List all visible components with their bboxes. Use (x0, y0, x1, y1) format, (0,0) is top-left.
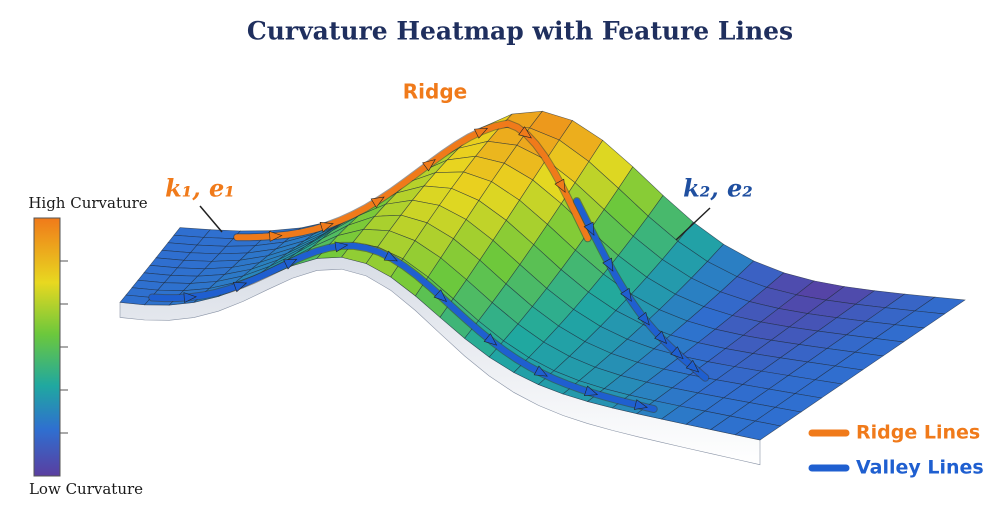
direction-arrow (602, 257, 614, 272)
pointer (675, 207, 711, 241)
direction-arrow (637, 311, 650, 326)
pointer (199, 205, 223, 233)
colorbar (33, 217, 61, 477)
direction-arrow (370, 196, 385, 209)
direction-arrow (473, 127, 489, 139)
direction-arrow (670, 346, 684, 360)
direction-arrow (269, 230, 283, 242)
direction-arrow (283, 258, 298, 270)
colorbar-ticks (60, 260, 68, 434)
direction-arrow (654, 330, 668, 345)
direction-arrow (319, 221, 334, 233)
feature-lines (148, 119, 710, 413)
direction-arrow (633, 399, 648, 410)
direction-arrow (583, 385, 599, 397)
direction-arrow (583, 221, 595, 236)
surface (119, 110, 966, 466)
ridge-label: Ridge (403, 80, 467, 104)
direction-arrow (334, 241, 349, 253)
direction-arrow (233, 281, 248, 293)
direction-arrow (620, 287, 632, 302)
k1-e1-label: k₁, e₁ (165, 174, 235, 203)
direction-arrow (554, 178, 566, 193)
direction-arrow (383, 250, 398, 262)
colorbar-high-label: High Curvature (28, 194, 147, 212)
colorbar-low-label: Low Curvature (29, 480, 143, 498)
direction-arrow (518, 126, 532, 139)
direction-arrow (183, 292, 197, 304)
direction-arrow (685, 359, 700, 373)
k2-e2-label: k₂, e₂ (683, 174, 753, 203)
legend-label: Ridge Lines (856, 422, 980, 444)
legend: Ridge Lines Valley Lines (808, 422, 984, 479)
surface-cell (734, 420, 782, 441)
direction-arrow (433, 289, 448, 303)
legend-label: Valley Lines (856, 457, 984, 479)
title: Curvature Heatmap with Feature Lines (247, 17, 793, 46)
direction-arrow (483, 333, 498, 346)
direction-arrow (533, 365, 548, 377)
direction-arrow (422, 159, 436, 172)
